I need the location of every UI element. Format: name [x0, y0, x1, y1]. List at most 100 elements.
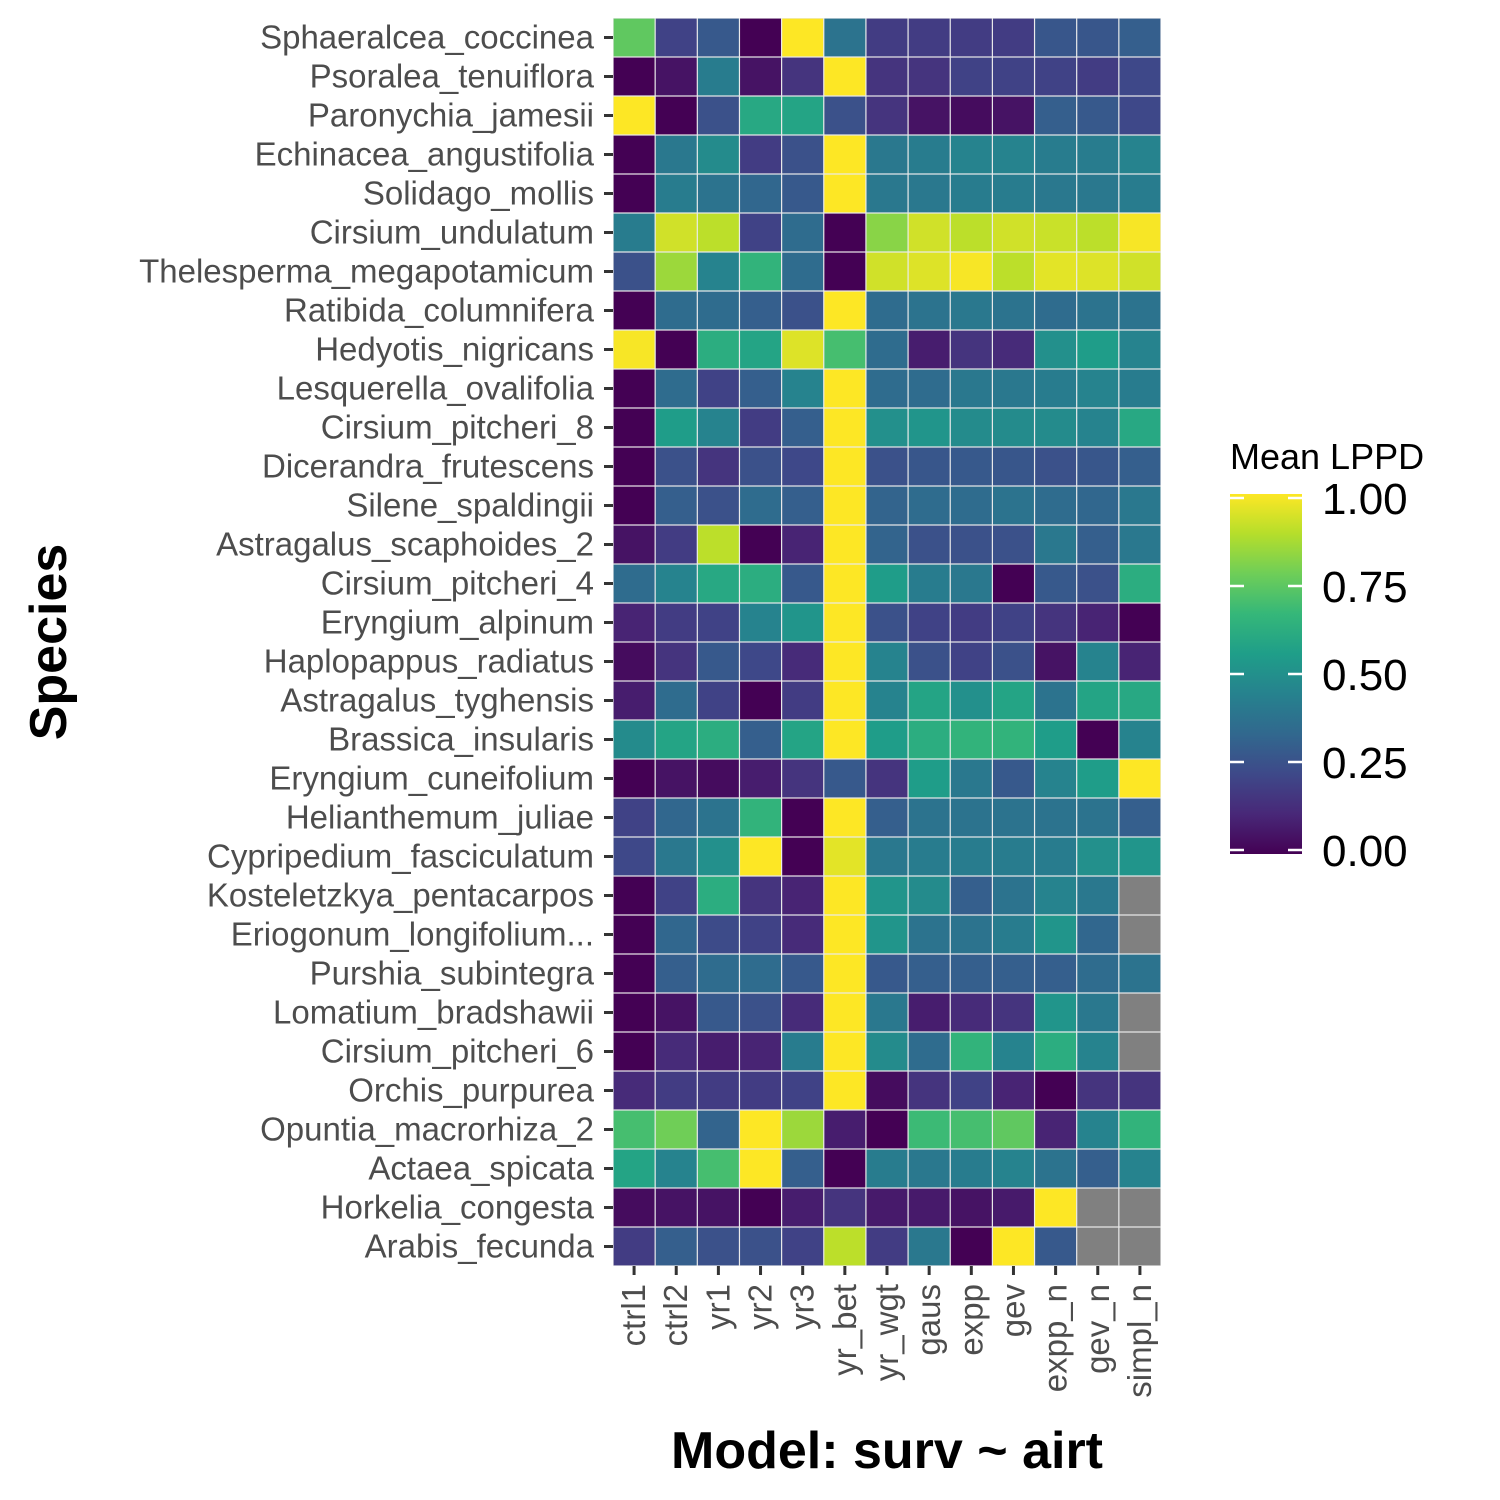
y-tick-label: Brassica_insularis — [328, 721, 594, 758]
heatmap-cell — [950, 759, 992, 798]
heatmap-cell — [824, 837, 866, 876]
heatmap-cell — [908, 1188, 950, 1227]
x-tick-label: yr2 — [742, 1284, 779, 1330]
heatmap-cell — [697, 642, 739, 681]
heatmap-cell — [782, 1227, 824, 1266]
heatmap-cell — [1077, 447, 1119, 486]
heatmap-cell — [782, 681, 824, 720]
heatmap-cell — [1035, 720, 1077, 759]
heatmap-cell — [740, 759, 782, 798]
heatmap-cell — [824, 1032, 866, 1071]
heatmap-cell — [950, 1188, 992, 1227]
heatmap-cell — [908, 291, 950, 330]
heatmap-cell — [655, 213, 697, 252]
heatmap-cell — [992, 57, 1034, 96]
heatmap-cell — [655, 759, 697, 798]
heatmap-cell — [740, 486, 782, 525]
heatmap-cell — [992, 1032, 1034, 1071]
heatmap-cell — [655, 447, 697, 486]
heatmap-cell — [613, 447, 655, 486]
heatmap-cell — [655, 954, 697, 993]
heatmap-cell — [782, 447, 824, 486]
heatmap-cell — [1119, 1110, 1161, 1149]
heatmap-cell — [992, 135, 1034, 174]
heatmap-cell — [992, 1149, 1034, 1188]
heatmap-cell — [908, 642, 950, 681]
heatmap-cell — [992, 18, 1034, 57]
heatmap-cell — [782, 915, 824, 954]
heatmap-cell — [992, 915, 1034, 954]
heatmap-cell — [992, 1227, 1034, 1266]
heatmap-cell — [782, 57, 824, 96]
heatmap-cell — [992, 369, 1034, 408]
heatmap-cell — [824, 1188, 866, 1227]
heatmap-cell — [1035, 564, 1077, 603]
heatmap-cell — [782, 1149, 824, 1188]
heatmap-cell — [782, 837, 824, 876]
heatmap-cell — [1077, 1227, 1119, 1266]
heatmap-cell — [1119, 213, 1161, 252]
y-tick-label: Orchis_purpurea — [348, 1072, 594, 1109]
heatmap-cell — [992, 252, 1034, 291]
heatmap-cell — [613, 876, 655, 915]
heatmap-cell — [824, 252, 866, 291]
heatmap-cell — [1035, 993, 1077, 1032]
heatmap-cell — [866, 408, 908, 447]
heatmap-cell — [782, 876, 824, 915]
heatmap-cell — [1119, 1149, 1161, 1188]
heatmap-cell — [697, 213, 739, 252]
legend-tick-label: 1.00 — [1322, 475, 1408, 524]
heatmap-cell — [950, 642, 992, 681]
heatmap-cell — [655, 174, 697, 213]
heatmap-cell — [782, 18, 824, 57]
heatmap-cell — [613, 18, 655, 57]
y-tick-label: Astragalus_scaphoides_2 — [216, 526, 594, 563]
heatmap-cell — [1119, 525, 1161, 564]
heatmap-cell — [1119, 915, 1161, 954]
heatmap-cell — [613, 330, 655, 369]
x-tick-label: expp_n — [1037, 1284, 1074, 1392]
heatmap-cell — [824, 96, 866, 135]
heatmap-cell — [1119, 1071, 1161, 1110]
heatmap-cell — [908, 837, 950, 876]
heatmap-cell — [655, 798, 697, 837]
y-tick-label: Cirsium_pitcheri_6 — [321, 1033, 594, 1070]
heatmap-cell — [908, 213, 950, 252]
heatmap-cell — [992, 876, 1034, 915]
heatmap-cell — [655, 1071, 697, 1110]
heatmap-cell — [782, 1032, 824, 1071]
heatmap-cell — [1077, 18, 1119, 57]
heatmap-cell — [1035, 759, 1077, 798]
heatmap-cell — [782, 954, 824, 993]
heatmap-cell — [950, 1149, 992, 1188]
heatmap-cell — [740, 954, 782, 993]
heatmap-cell — [697, 447, 739, 486]
heatmap-cell — [824, 642, 866, 681]
heatmap-cell — [1035, 135, 1077, 174]
y-tick-label: Haplopappus_radiatus — [264, 643, 594, 680]
heatmap-cell — [613, 954, 655, 993]
heatmap-cell — [908, 603, 950, 642]
heatmap-cell — [782, 1188, 824, 1227]
heatmap-cell — [908, 681, 950, 720]
heatmap-cell — [1077, 1071, 1119, 1110]
heatmap-cell — [992, 1110, 1034, 1149]
heatmap-cell — [697, 954, 739, 993]
heatmap-cell — [1035, 1227, 1077, 1266]
heatmap-cell — [782, 486, 824, 525]
heatmap-cell — [950, 408, 992, 447]
heatmap-cell — [1035, 837, 1077, 876]
heatmap-cell — [1119, 486, 1161, 525]
heatmap-cell — [824, 291, 866, 330]
heatmap-cell — [908, 252, 950, 291]
heatmap-cell — [866, 564, 908, 603]
heatmap-cell — [613, 642, 655, 681]
heatmap-cell — [740, 213, 782, 252]
heatmap-cell — [697, 1188, 739, 1227]
heatmap-cell — [655, 720, 697, 759]
heatmap-cell — [824, 603, 866, 642]
heatmap-cell — [1077, 915, 1119, 954]
heatmap-cell — [1119, 1032, 1161, 1071]
heatmap-cell — [908, 135, 950, 174]
y-tick-label: Astragalus_tyghensis — [280, 682, 594, 719]
